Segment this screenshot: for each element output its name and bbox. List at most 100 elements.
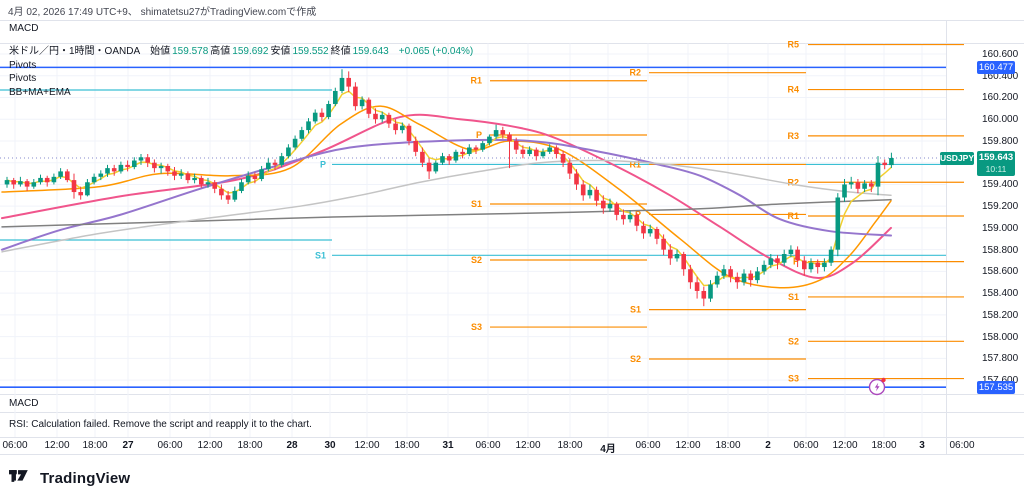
price-axis[interactable]: 160.600 160.400 160.200 160.000 159.800 159.4… bbox=[946, 20, 1024, 454]
candle-body bbox=[781, 254, 787, 263]
price-tick-label: 159.200 bbox=[982, 201, 1019, 213]
time-tick-label: 12:00 bbox=[515, 440, 541, 451]
indicator-legend-pivots-1[interactable]: Pivots bbox=[9, 59, 37, 71]
indicator-legend-pivots-2[interactable]: Pivots bbox=[9, 73, 37, 84]
price-tick-label: 158.400 bbox=[982, 288, 1019, 300]
candle-body bbox=[480, 143, 485, 150]
pivot-label: R4 bbox=[787, 85, 799, 95]
candle-body bbox=[681, 254, 686, 270]
candle-body bbox=[688, 269, 693, 283]
candle-body bbox=[580, 184, 586, 196]
candle-body bbox=[473, 147, 479, 150]
time-tick-label: 12:00 bbox=[832, 440, 858, 451]
ma-gray-dark bbox=[1, 198, 892, 228]
pivot-label: S2 bbox=[630, 354, 641, 364]
price-tick-label: 158.000 bbox=[982, 331, 1019, 343]
last-price-badge: 159.643 10:11 bbox=[977, 151, 1015, 176]
candle-body bbox=[420, 151, 425, 163]
time-tick-label: 12:00 bbox=[44, 440, 70, 451]
candle-body bbox=[775, 258, 780, 263]
candle-body bbox=[359, 99, 365, 107]
candle-body bbox=[493, 130, 499, 137]
candle-body bbox=[661, 238, 666, 250]
candle-body bbox=[279, 156, 284, 165]
low-value: 159.552 bbox=[292, 46, 329, 57]
price-level-badge-lower: 157.535 bbox=[977, 381, 1015, 394]
time-axis[interactable]: 06:00 12:00 18:00 27 06:00 12:00 18:00 28 30 12:0… bbox=[0, 437, 1024, 455]
candle-body bbox=[306, 121, 311, 131]
macd-top-pane-label[interactable]: MACD bbox=[9, 23, 39, 34]
candle-body bbox=[594, 189, 599, 201]
alert-lightning-icon[interactable] bbox=[868, 377, 887, 396]
cyan-pivot-label: P bbox=[320, 159, 326, 169]
candle-body bbox=[158, 165, 164, 169]
candle-body bbox=[828, 249, 834, 263]
ma-purple bbox=[1, 138, 892, 251]
time-tick-label: 28 bbox=[286, 440, 298, 451]
ma-yellow bbox=[6, 90, 892, 287]
pane-separator[interactable] bbox=[0, 394, 1024, 395]
tradingview-logo-text[interactable]: TradingView bbox=[40, 469, 131, 487]
indicator-legend-bbmaema[interactable]: BB+MA+EMA bbox=[9, 86, 71, 98]
time-tick-label: 06:00 bbox=[475, 440, 501, 451]
footer: TradingView bbox=[9, 466, 130, 490]
time-tick-label: 18:00 bbox=[82, 440, 108, 451]
candle-body bbox=[65, 171, 70, 181]
candle-body bbox=[446, 156, 452, 161]
candle-body bbox=[453, 151, 459, 161]
time-axis-border bbox=[0, 437, 1024, 438]
time-tick-label: 27 bbox=[122, 440, 134, 451]
time-tick-label: 18:00 bbox=[715, 440, 741, 451]
pane-separator[interactable] bbox=[0, 43, 1024, 44]
candle-body bbox=[51, 176, 57, 183]
rsi-error-message: RSI: Calculation failed. Remove the scri… bbox=[9, 419, 312, 430]
candle-body bbox=[299, 130, 305, 139]
high-label: 高値 bbox=[210, 46, 231, 57]
candle-body bbox=[574, 173, 579, 185]
candle-body bbox=[607, 204, 613, 209]
tradingview-logo-icon[interactable] bbox=[9, 469, 34, 487]
candle-body bbox=[219, 188, 224, 196]
alert-red-dot bbox=[881, 377, 886, 383]
candle-body bbox=[413, 140, 418, 152]
candle-body bbox=[346, 77, 351, 87]
price-tick-label: 158.600 bbox=[982, 266, 1019, 278]
pivot-label: R3 bbox=[787, 131, 799, 141]
candle-body bbox=[78, 192, 83, 196]
open-value: 159.578 bbox=[172, 46, 209, 57]
candle-body bbox=[741, 273, 747, 283]
macd-bottom-pane-label[interactable]: MACD bbox=[9, 398, 39, 409]
candle-body bbox=[795, 249, 800, 261]
high-value: 159.692 bbox=[232, 46, 269, 57]
open-label: 始値 bbox=[150, 46, 171, 57]
time-tick-label: 30 bbox=[324, 440, 336, 451]
candle-body bbox=[822, 262, 827, 268]
candle-body bbox=[513, 140, 519, 150]
candle-body bbox=[748, 273, 753, 281]
pivot-label: R1 bbox=[470, 76, 482, 86]
candle-body bbox=[547, 147, 552, 152]
pane-separator[interactable] bbox=[0, 412, 1024, 413]
candle-body bbox=[225, 195, 231, 200]
candle-body bbox=[239, 182, 244, 191]
cyan-pivot-label: S1 bbox=[315, 250, 326, 260]
candle-body bbox=[641, 225, 646, 234]
price-tick-label: 158.200 bbox=[982, 309, 1019, 321]
candle-body bbox=[701, 290, 707, 299]
candle-body bbox=[755, 271, 760, 281]
symbol-price-label: USDJPY bbox=[940, 152, 975, 165]
ma-pink bbox=[1, 113, 892, 279]
candle-body bbox=[587, 189, 593, 196]
pivot-label: S1 bbox=[630, 305, 641, 315]
candle-body bbox=[708, 284, 713, 299]
candle-body bbox=[138, 157, 144, 161]
candle-body bbox=[520, 149, 526, 155]
price-tick-label: 158.800 bbox=[982, 244, 1019, 256]
candle-body bbox=[862, 183, 867, 189]
pivot-label: S3 bbox=[788, 374, 799, 384]
price-tick-label: 159.400 bbox=[982, 179, 1019, 191]
candle-body bbox=[353, 86, 358, 107]
symbol-legend[interactable]: 米ドル／円・1時間・OANDA 始値 159.578 高値 159.692 安値 159.5… bbox=[9, 45, 475, 58]
